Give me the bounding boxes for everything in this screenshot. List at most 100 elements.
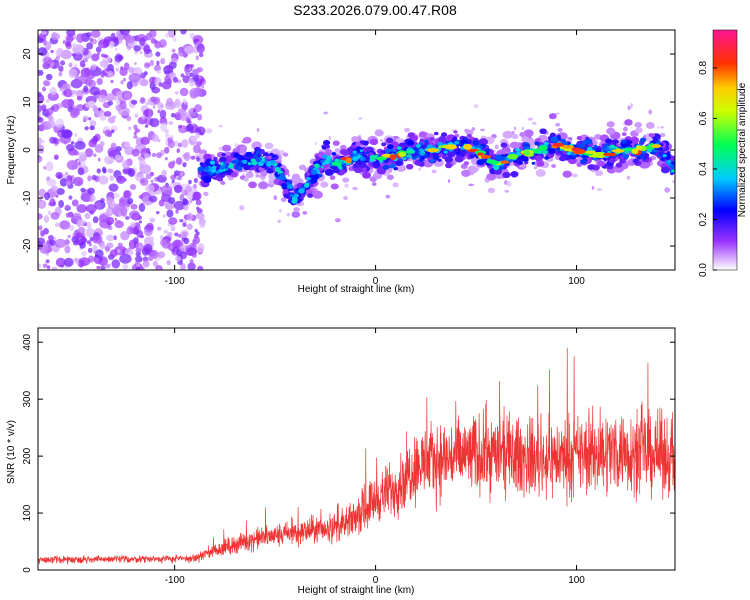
heatmap-cell — [77, 167, 85, 176]
heatmap-cell — [110, 79, 114, 84]
heatmap-cell — [328, 135, 332, 141]
heatmap-cell — [632, 158, 639, 164]
heatmap-cell — [627, 105, 631, 111]
heatmap-cell — [582, 155, 588, 160]
heatmap-cell — [180, 190, 185, 194]
heatmap-cell — [603, 158, 607, 161]
heatmap-cell — [527, 117, 534, 121]
heatmap-cell — [325, 144, 331, 149]
heatmap-cell — [149, 118, 160, 128]
heatmap-cell — [344, 183, 349, 188]
heatmap-cell — [38, 104, 42, 114]
heatmap-cell — [185, 69, 190, 76]
heatmap-cell — [134, 62, 137, 66]
heatmap-cell — [172, 248, 176, 253]
heatmap-cell — [98, 175, 109, 185]
heatmap-cell — [89, 120, 97, 127]
heatmap-cell — [287, 173, 290, 177]
heatmap-cell — [472, 140, 480, 146]
heatmap-cell — [320, 166, 324, 169]
heatmap-cell — [302, 210, 308, 215]
heatmap-cell — [84, 212, 91, 220]
heatmap-cell — [106, 242, 114, 249]
heatmap-cell — [267, 161, 271, 164]
heatmap-cell — [43, 56, 52, 65]
heatmap-cell — [231, 160, 236, 164]
heatmap-cell — [171, 179, 175, 184]
heatmap-cell — [119, 30, 130, 36]
heatmap-cell — [143, 62, 151, 69]
heatmap-cell — [54, 156, 58, 160]
heatmap-cell — [71, 236, 80, 243]
heatmap-cell — [658, 152, 664, 156]
heatmap-cell — [550, 136, 559, 143]
heatmap-cell — [73, 52, 83, 61]
heatmap-cell — [159, 109, 167, 119]
heatmap-cell — [309, 177, 318, 184]
heatmap-cell — [182, 98, 187, 104]
heatmap-cell — [116, 249, 121, 254]
heatmap-cell — [165, 132, 170, 138]
bottom-x-tick-label: -100 — [165, 575, 185, 586]
heatmap-cell — [454, 155, 464, 163]
heatmap-cell — [506, 153, 519, 160]
heatmap-cell — [60, 60, 66, 66]
heatmap-cell — [467, 165, 479, 174]
heatmap-cell — [155, 51, 161, 57]
heatmap-cell — [381, 142, 387, 147]
heatmap-cell — [157, 109, 161, 114]
heatmap-cell — [306, 177, 311, 181]
snr-panel: -100 0 100 0 100 200 300 400 Height of straight… — [6, 327, 676, 596]
heatmap-cell — [559, 155, 567, 162]
heatmap-cell — [552, 142, 564, 147]
heatmap-cell — [66, 160, 78, 170]
heatmap-cell — [184, 45, 195, 55]
heatmap-cell — [156, 69, 162, 74]
heatmap-cell — [139, 78, 149, 87]
heatmap-cell — [175, 111, 181, 117]
heatmap-cell — [38, 188, 47, 198]
heatmap-cell — [444, 150, 448, 154]
heatmap-cell — [115, 47, 118, 51]
heatmap-cell — [454, 140, 460, 145]
heatmap-cell — [322, 146, 327, 150]
heatmap-cell — [139, 177, 149, 186]
heatmap-cell — [248, 181, 257, 189]
heatmap-cell — [476, 159, 485, 166]
heatmap-cell — [658, 147, 664, 151]
heatmap-cell — [554, 112, 560, 115]
heatmap-cell — [438, 136, 447, 143]
heatmap-cell — [523, 150, 531, 155]
heatmap-cell — [139, 51, 143, 55]
heatmap-cell — [461, 139, 468, 145]
heatmap-cell — [351, 136, 359, 143]
heatmap-cell — [576, 136, 582, 141]
heatmap-cell — [243, 164, 251, 171]
heatmap-cell — [195, 132, 200, 139]
heatmap-cell — [179, 87, 189, 97]
heatmap-cell — [157, 101, 164, 111]
heatmap-cell — [139, 96, 146, 104]
heatmap-cell — [149, 217, 156, 223]
bottom-x-tick-label: 0 — [373, 575, 379, 586]
heatmap-cell — [389, 154, 397, 161]
bottom-y-axis-label: SNR (10 * v/v) — [6, 420, 17, 484]
heatmap-cell — [114, 245, 127, 256]
heatmap-cell — [494, 144, 499, 150]
heatmap-cell — [187, 120, 192, 124]
heatmap-cell — [426, 148, 439, 153]
heatmap-cell — [156, 60, 160, 66]
heatmap-cell — [332, 167, 340, 174]
heatmap-cell — [150, 249, 159, 259]
heatmap-cell — [123, 77, 126, 82]
heatmap-cell — [54, 238, 67, 248]
heatmap-cell — [196, 141, 202, 146]
heatmap-cell — [116, 175, 126, 184]
heatmap-cell — [82, 115, 89, 122]
heatmap-cell — [144, 124, 149, 128]
heatmap-cell — [91, 53, 100, 62]
heatmap-cell — [480, 128, 485, 132]
heatmap-cell — [619, 158, 626, 164]
heatmap-cell — [167, 140, 175, 149]
heatmap-cell — [66, 30, 76, 37]
